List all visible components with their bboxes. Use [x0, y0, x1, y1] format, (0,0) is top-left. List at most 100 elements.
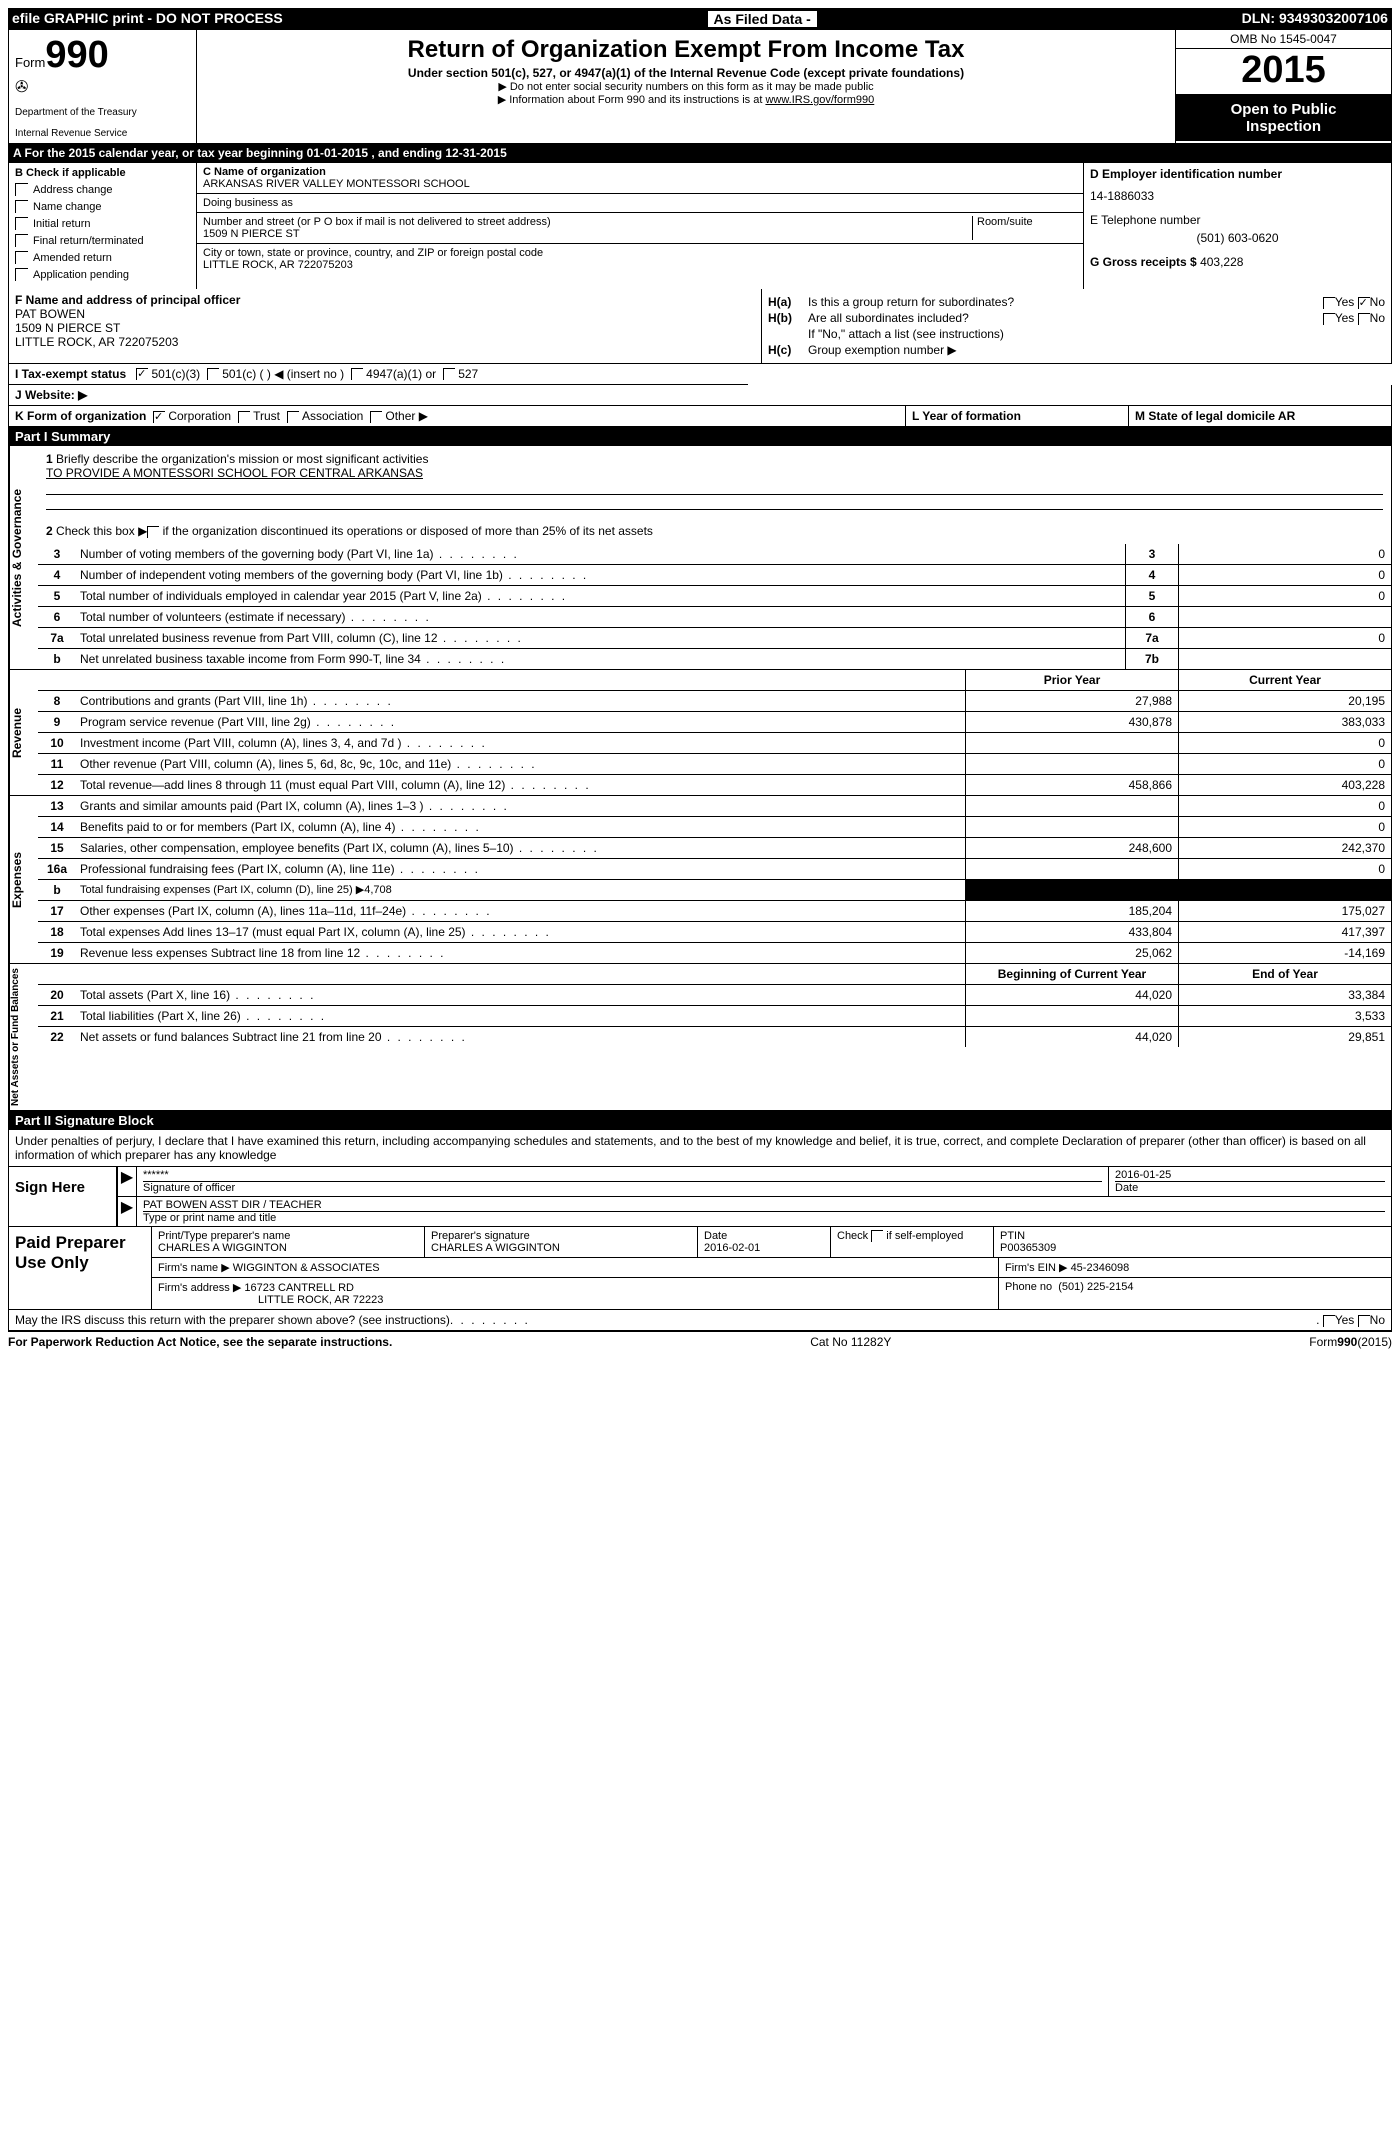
cb-501c3[interactable]	[136, 368, 148, 380]
k-label: K Form of organization	[15, 409, 146, 423]
dept-irs: Internal Revenue Service	[15, 128, 190, 139]
row-current: 0	[1178, 754, 1391, 774]
row-value: 0	[1178, 565, 1391, 585]
row-prior: 458,866	[965, 775, 1178, 795]
row-value	[1178, 607, 1391, 627]
summary-row: 15 Salaries, other compensation, employe…	[38, 838, 1391, 859]
row-desc: Revenue less expenses Subtract line 18 f…	[76, 943, 965, 963]
cb-assoc[interactable]	[287, 411, 299, 423]
top-bar: efile GRAPHIC print - DO NOT PROCESS As …	[8, 8, 1392, 30]
row-current: -14,169	[1178, 943, 1391, 963]
row-desc: Total revenue—add lines 8 through 11 (mu…	[76, 775, 965, 795]
form-note1: ▶ Do not enter social security numbers o…	[203, 80, 1169, 93]
cb-corp[interactable]	[153, 411, 165, 423]
summary-row: 5 Total number of individuals employed i…	[38, 586, 1391, 607]
cb-527[interactable]	[443, 368, 455, 380]
row-current: 0	[1178, 817, 1391, 837]
ein-value: 14-1886033	[1090, 189, 1385, 203]
vtab-revenue: Revenue	[9, 670, 38, 795]
cb-name-change[interactable]: Name change	[15, 200, 190, 213]
row-prior: 44,020	[965, 1027, 1178, 1047]
row-box: 3	[1125, 544, 1178, 564]
discuss-row: May the IRS discuss this return with the…	[8, 1310, 1392, 1331]
summary-row: 14 Benefits paid to or for members (Part…	[38, 817, 1391, 838]
row-current: 20,195	[1178, 691, 1391, 711]
cb-application-pending[interactable]: Application pending	[15, 268, 190, 281]
cb-self-employed[interactable]	[871, 1230, 883, 1242]
open2: Inspection	[1178, 118, 1389, 135]
city-label: City or town, state or province, country…	[203, 247, 1077, 259]
row-box: 4	[1125, 565, 1178, 585]
row-desc: Other expenses (Part IX, column (A), lin…	[76, 901, 965, 921]
row-a: A For the 2015 calendar year, or tax yea…	[8, 144, 1392, 163]
ha-yes-cb[interactable]	[1323, 297, 1335, 309]
row-prior: 27,988	[965, 691, 1178, 711]
row-num: 17	[38, 901, 76, 921]
street-row: Number and street (or P O box if mail is…	[197, 213, 1083, 244]
preparer-label: Paid Preparer Use Only	[9, 1227, 151, 1309]
part1-header: Part I Summary	[8, 427, 1392, 446]
sig-name-label: Type or print name and title	[143, 1211, 1385, 1224]
cb-initial-return[interactable]: Initial return	[15, 217, 190, 230]
row-prior	[965, 817, 1178, 837]
netassets-block: Net Assets or Fund Balances Beginning of…	[8, 964, 1392, 1111]
cb-amended-return[interactable]: Amended return	[15, 251, 190, 264]
row-num: 3	[38, 544, 76, 564]
cb-final-return[interactable]: Final return/terminated	[15, 234, 190, 247]
summary-row: 6 Total number of volunteers (estimate i…	[38, 607, 1391, 628]
cb-discontinued[interactable]	[147, 526, 159, 538]
footer-mid: Cat No 11282Y	[810, 1335, 891, 1349]
row-prior: 44,020	[965, 985, 1178, 1005]
row-desc: Total assets (Part X, line 16)	[76, 985, 965, 1005]
hb-note: If "No," attach a list (see instructions…	[768, 327, 1385, 341]
form-word: Form	[15, 55, 45, 70]
row-value	[1178, 649, 1391, 669]
row-current: 33,384	[1178, 985, 1391, 1005]
footer: For Paperwork Reduction Act Notice, see …	[8, 1331, 1392, 1352]
row-desc: Net assets or fund balances Subtract lin…	[76, 1027, 965, 1047]
row-num: 13	[38, 796, 76, 816]
arrow-icon: ▶	[118, 1167, 137, 1196]
col-b-label: B Check if applicable	[15, 167, 190, 179]
cb-trust[interactable]	[238, 411, 250, 423]
summary-row: 16a Professional fundraising fees (Part …	[38, 859, 1391, 880]
city-value: LITTLE ROCK, AR 722075203	[203, 259, 1077, 271]
row-desc: Number of voting members of the governin…	[76, 544, 1125, 564]
firm-ein: 45-2346098	[1071, 1262, 1130, 1274]
prep-name-label: Print/Type preparer's name	[158, 1230, 418, 1242]
summary-row: 8 Contributions and grants (Part VIII, l…	[38, 691, 1391, 712]
ha-no-cb[interactable]	[1358, 297, 1370, 309]
row-prior: 433,804	[965, 922, 1178, 942]
discuss-yes-cb[interactable]	[1323, 1315, 1335, 1327]
hb-no-cb[interactable]	[1358, 313, 1370, 325]
row-desc: Total expenses Add lines 13–17 (must equ…	[76, 922, 965, 942]
beg-year-header: Beginning of Current Year	[965, 964, 1178, 984]
end-year-header: End of Year	[1178, 964, 1391, 984]
row-num: 19	[38, 943, 76, 963]
header-right: OMB No 1545-0047 2015 Open to Public Ins…	[1175, 30, 1391, 143]
discuss-no-cb[interactable]	[1358, 1315, 1370, 1327]
cb-501c[interactable]	[207, 368, 219, 380]
year-header-row: Prior Year Current Year	[38, 670, 1391, 691]
hb-label: H(b)	[768, 311, 808, 325]
row-desc: Professional fundraising fees (Part IX, …	[76, 859, 965, 879]
row-current	[1178, 880, 1391, 900]
cb-other[interactable]	[370, 411, 382, 423]
firm-phone-label: Phone no	[1005, 1281, 1052, 1293]
irs-link[interactable]: www.IRS.gov/form990	[765, 94, 874, 106]
row-desc: Grants and similar amounts paid (Part IX…	[76, 796, 965, 816]
row-num: b	[38, 880, 76, 900]
summary-row: 22 Net assets or fund balances Subtract …	[38, 1027, 1391, 1047]
hb-yes-cb[interactable]	[1323, 313, 1335, 325]
current-year-header: Current Year	[1178, 670, 1391, 690]
row-num: 12	[38, 775, 76, 795]
preparer-section: Paid Preparer Use Only Print/Type prepar…	[8, 1227, 1392, 1310]
row-prior	[965, 754, 1178, 774]
cb-address-change[interactable]: Address change	[15, 183, 190, 196]
hb-answer: Yes No	[1323, 311, 1385, 325]
col-c: C Name of organization ARKANSAS RIVER VA…	[197, 163, 1083, 289]
row-desc: Total number of volunteers (estimate if …	[76, 607, 1125, 627]
officer-name: PAT BOWEN	[15, 307, 755, 321]
cb-4947[interactable]	[351, 368, 363, 380]
row-num: 22	[38, 1027, 76, 1047]
